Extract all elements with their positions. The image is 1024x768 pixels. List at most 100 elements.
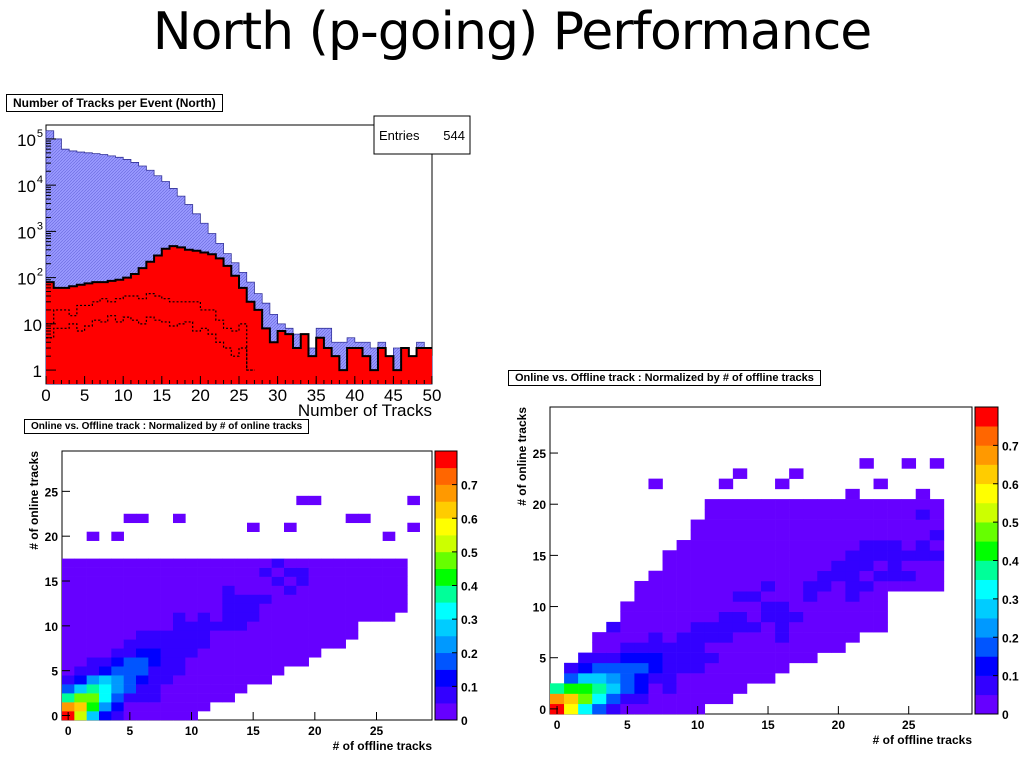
heatmap-cell [333,567,346,577]
series-dotted-2 [46,293,255,371]
heatmap-cell [284,576,297,586]
heatmap-cell [185,630,198,640]
heatmap-cell [676,570,691,582]
palette-swatch [435,518,457,536]
heatmap-cell [333,630,346,640]
palette-swatch [435,467,457,485]
heatmap-cell [74,603,87,613]
heatmap-cell [578,652,593,664]
heatmap-cell [775,642,790,653]
heatmap-cell [148,657,161,667]
heatmap-cell [271,558,285,568]
x-tick-label: 25 [370,724,384,738]
heatmap-cell [136,567,149,577]
heatmap-cell [732,540,748,551]
heatmap-cell [136,675,149,685]
heatmap-cell [160,675,174,685]
heatmap-cell [136,558,149,568]
heatmap-cell [160,576,174,586]
z-tick-label: 0 [1002,708,1009,722]
heatmap-cell [732,632,748,643]
heatmap-cell [148,711,161,721]
heatmap-cell [662,703,677,715]
heatmap-cell [222,675,235,685]
heatmap-cell [247,558,260,568]
heatmap-cell [136,666,149,676]
x-tick-label: 35 [307,386,326,405]
heatmap-cell [606,662,621,674]
y-axis-label: # of online tracks [515,407,529,506]
heatmap-cell [185,558,198,568]
heatmap-cell [197,648,211,658]
heatmap-cell [718,529,734,541]
heatmap-cell [247,585,260,595]
y-tick-exponent: 2 [37,267,43,279]
heatmap-cell [746,611,762,623]
heatmap-cell [234,666,248,676]
heatmap-cell [662,560,677,572]
stats-label: Entries [379,128,420,143]
heatmap-cell [662,550,677,561]
heatmap-cell [761,642,776,653]
heatmap-cell [111,648,124,658]
heatmap-cell [704,693,720,705]
palette-swatch [435,686,457,704]
heatmap-cell [718,478,734,490]
heatmap-cell [859,499,874,510]
heatmap-cell [259,558,272,568]
heatmap-cell [732,550,748,561]
heatmap-cell [210,648,223,658]
heatmap-cell [761,591,776,602]
heatmap-cell [718,693,734,705]
heatmap-cell [732,683,748,694]
heatmap-cell [86,531,100,541]
palette-swatch [435,652,457,670]
heatmap-cell [111,594,124,604]
heatmap-cell [395,603,408,613]
heatmap-cell [210,666,223,676]
heatmap-cell [123,630,137,640]
heatmap-cell [271,603,285,613]
z-tick-label: 0.4 [461,580,478,594]
heatmap-cell [345,594,359,604]
heatmap-cell [761,570,776,582]
heatmap-cell [185,657,198,667]
heatmap-cell [845,632,860,643]
palette-swatch [975,656,998,676]
heatmap-cell [111,630,124,640]
z-tick-label: 0.1 [1002,670,1019,684]
heatmap-cell [859,560,874,572]
heatmap-cell [136,630,149,640]
heatmap-cell [648,693,663,705]
heatmap-cell [704,611,720,623]
heatmap-cell [234,594,248,604]
heatmap-cell [845,591,860,602]
heatmap-cell [148,702,161,712]
histogram-title: Number of Tracks per Event (North) [6,94,223,112]
heatmap-cell [676,611,691,623]
z-tick-label: 0.5 [1002,516,1019,530]
heatmap-cell [929,560,945,572]
heatmap-cell [173,603,186,613]
heatmap-cell [247,594,260,604]
heatmap-cell [676,642,691,653]
heatmap-cell [259,567,272,577]
heatmap-cell [333,576,346,586]
heatmap-cell [86,693,100,703]
heatmap-cell [148,585,161,595]
heatmap-cell [185,648,198,658]
heatmap-cell [296,630,309,640]
heatmap-cell [173,567,186,577]
heatmap-cell [160,684,174,694]
heatmap-cell [873,611,888,623]
heatmap-cell [173,648,186,658]
heatmap-cell [761,560,776,572]
heatmap-cell [620,621,635,633]
heatmap-cell [136,585,149,595]
heatmap-cell [395,585,408,595]
heatmap-cell [634,642,649,653]
heatmap-cell [873,591,888,602]
heatmap-cell [775,580,790,592]
heatmap-cell [358,576,371,586]
x-tick-label: 10 [691,718,705,732]
